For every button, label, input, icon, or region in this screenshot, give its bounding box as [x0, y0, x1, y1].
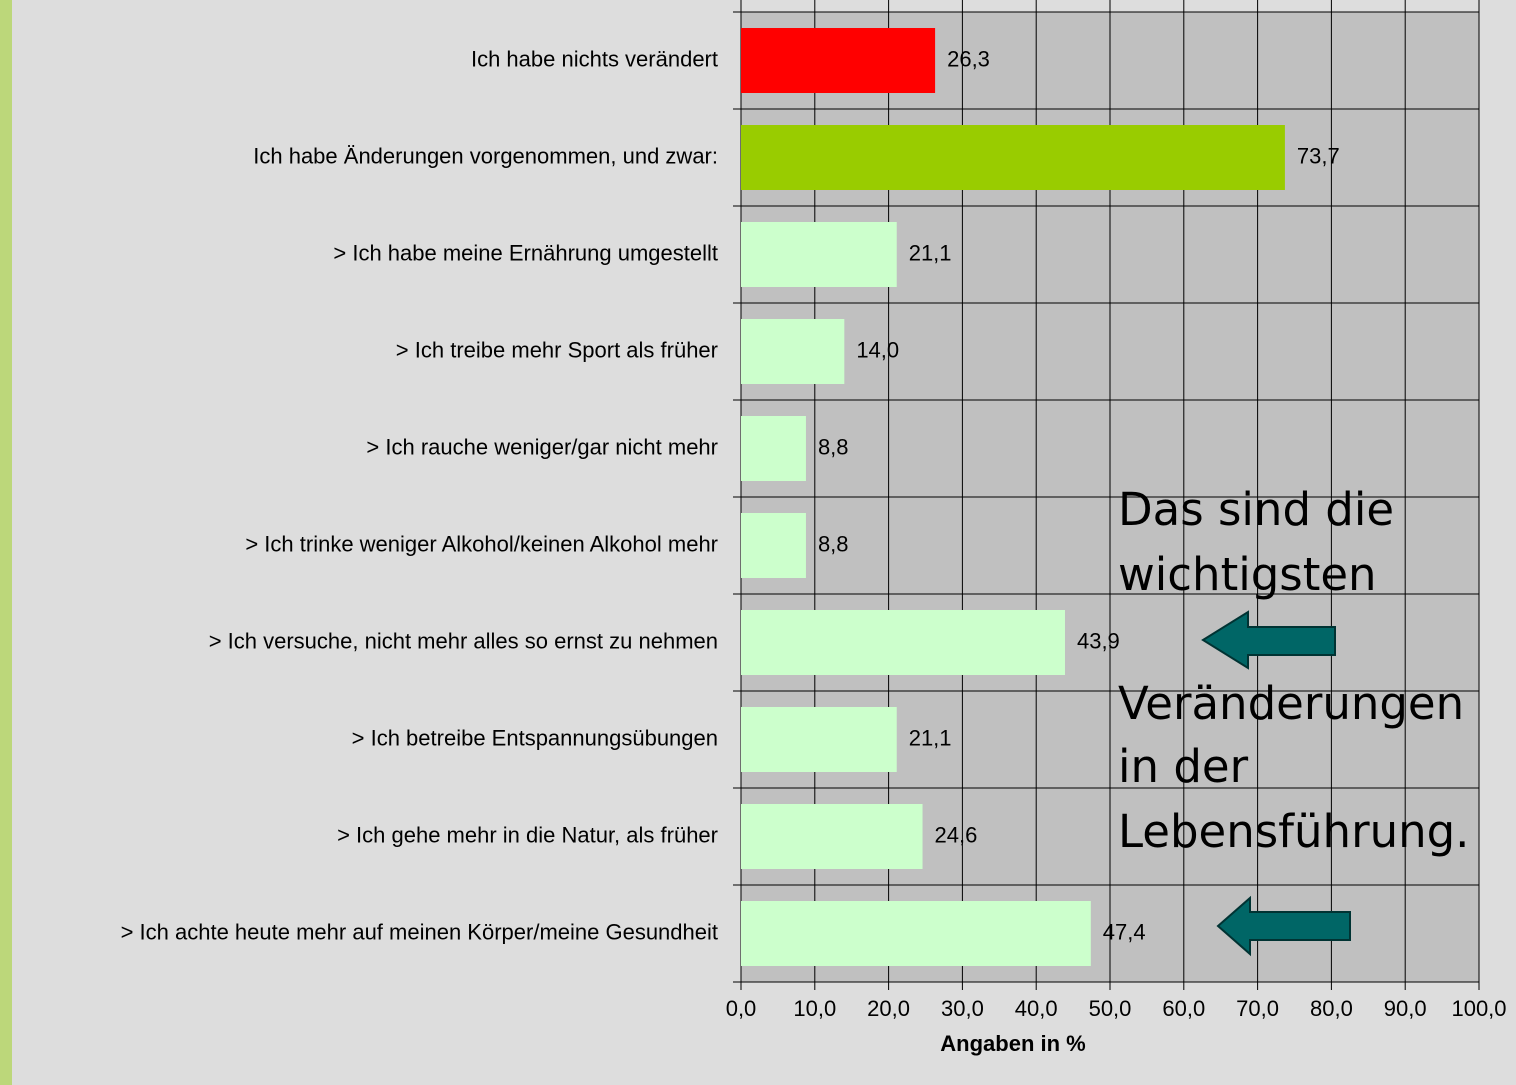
value-label: 43,9: [1077, 628, 1120, 653]
value-label: 47,4: [1103, 919, 1146, 944]
y-tick-label: > Ich rauche weniger/gar nicht mehr: [366, 434, 718, 459]
bar: [741, 804, 923, 869]
x-tick-label: 0,0: [726, 996, 757, 1021]
y-tick-label: > Ich gehe mehr in die Natur, als früher: [337, 822, 718, 847]
annotation: wichtigsten: [1118, 548, 1377, 601]
annotation: in der: [1118, 740, 1249, 793]
x-tick-label: 100,0: [1451, 996, 1506, 1021]
value-label: 21,1: [909, 725, 952, 750]
x-tick-label: 60,0: [1162, 996, 1205, 1021]
arrows: [1201, 610, 1351, 957]
y-tick-label: > Ich treibe mehr Sport als früher: [396, 337, 718, 362]
arrow: [1216, 895, 1351, 957]
y-tick-label: > Ich habe meine Ernährung umgestellt: [333, 240, 718, 265]
bar: [741, 125, 1285, 190]
bars: [741, 28, 1285, 966]
x-tick-label: 40,0: [1015, 996, 1058, 1021]
bar: [741, 222, 897, 287]
y-tick-label: > Ich achte heute mehr auf meinen Körper…: [121, 919, 718, 944]
arrow: [1201, 610, 1336, 670]
bar: [741, 707, 897, 772]
value-label: 21,1: [909, 240, 952, 265]
annotation: Veränderungen: [1118, 677, 1464, 730]
x-tick-label: 90,0: [1384, 996, 1427, 1021]
value-label: 8,8: [818, 531, 849, 556]
value-label: 26,3: [947, 46, 990, 71]
bar: [741, 319, 845, 384]
bar: [741, 416, 806, 481]
bar: [741, 610, 1065, 675]
bar: [741, 513, 806, 578]
value-label: 24,6: [935, 822, 978, 847]
y-tick-label: Ich habe Änderungen vorgenommen, und zwa…: [253, 143, 718, 168]
x-tick-label: 80,0: [1310, 996, 1353, 1021]
value-label: 73,7: [1297, 143, 1340, 168]
value-label: 8,8: [818, 434, 849, 459]
bar: [741, 901, 1091, 966]
y-tick-label: > Ich betreibe Entspannungsübungen: [352, 725, 718, 750]
y-tick-label: > Ich versuche, nicht mehr alles so erns…: [209, 628, 718, 653]
x-axis-title: Angaben in %: [940, 1031, 1085, 1056]
x-tick-label: 20,0: [867, 996, 910, 1021]
bar: [741, 28, 936, 93]
y-tick-label: Ich habe nichts verändert: [471, 46, 718, 71]
annotation: Lebensführung.: [1118, 805, 1469, 858]
annotation: Das sind die: [1118, 483, 1394, 536]
x-tick-label: 70,0: [1236, 996, 1279, 1021]
x-tick-label: 10,0: [793, 996, 836, 1021]
x-tick-label: 50,0: [1089, 996, 1132, 1021]
side-strip: [0, 0, 12, 1085]
value-label: 14,0: [856, 337, 899, 362]
x-tick-label: 30,0: [941, 996, 984, 1021]
y-tick-label: > Ich trinke weniger Alkohol/keinen Alko…: [245, 531, 718, 556]
